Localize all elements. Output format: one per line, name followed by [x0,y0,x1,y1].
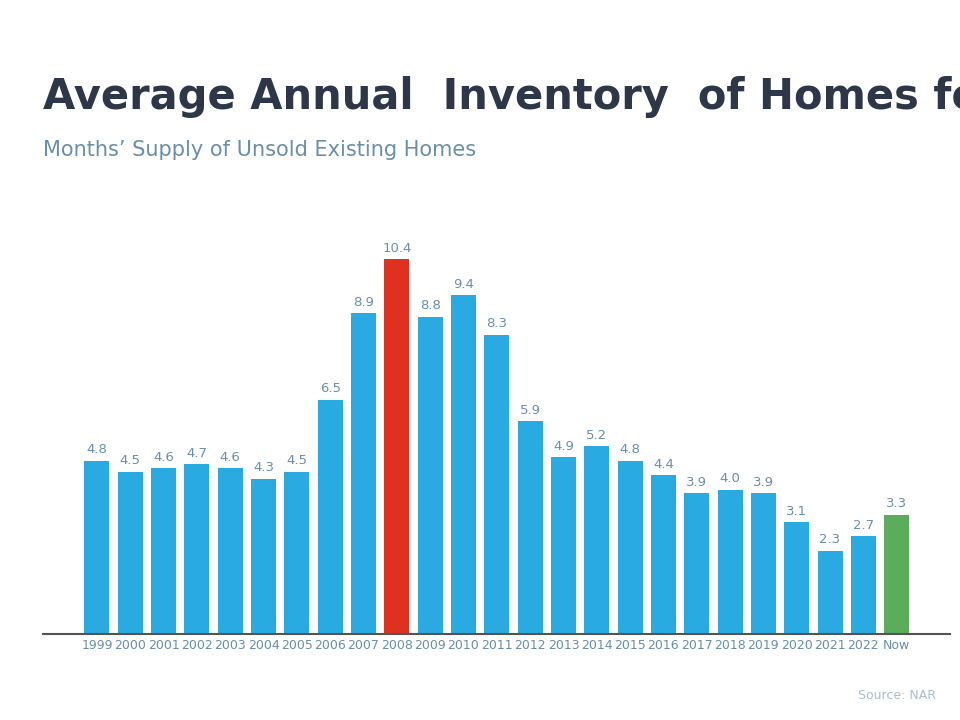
Bar [351,313,376,634]
Text: 4.7: 4.7 [186,447,207,460]
Text: Months’ Supply of Unsold Existing Homes: Months’ Supply of Unsold Existing Homes [43,140,476,161]
Bar [818,551,843,634]
Text: 4.8: 4.8 [86,444,108,456]
Text: 4.0: 4.0 [720,472,740,485]
Bar [218,468,243,634]
Bar [651,475,676,634]
Bar [684,493,709,634]
Bar [851,536,876,634]
Text: 3.3: 3.3 [886,498,907,510]
Text: 4.3: 4.3 [253,462,274,474]
Bar [484,335,510,634]
Bar [284,472,309,634]
Text: 5.9: 5.9 [519,404,540,417]
Text: 5.2: 5.2 [587,429,608,442]
Text: 2.3: 2.3 [820,534,841,546]
Text: 4.9: 4.9 [553,440,574,453]
Bar [717,490,742,634]
Text: 9.4: 9.4 [453,278,474,291]
Bar [118,472,143,634]
Text: 8.9: 8.9 [353,296,374,309]
Bar [418,317,443,634]
Text: 4.6: 4.6 [220,451,241,464]
Bar [151,468,176,634]
Text: 4.5: 4.5 [286,454,307,467]
Text: 4.6: 4.6 [154,451,174,464]
Text: 4.8: 4.8 [619,444,640,456]
Text: Source: NAR: Source: NAR [858,689,936,702]
Bar [551,457,576,634]
Text: 8.3: 8.3 [487,318,507,330]
Bar [884,515,909,634]
Bar [252,479,276,634]
Text: 4.5: 4.5 [120,454,141,467]
Text: 2.7: 2.7 [852,519,874,532]
Text: 3.1: 3.1 [786,505,807,518]
Text: 4.4: 4.4 [653,458,674,471]
Text: Average Annual  Inventory  of Homes for Sale: Average Annual Inventory of Homes for Sa… [43,76,960,117]
Text: 8.8: 8.8 [420,300,441,312]
Text: 10.4: 10.4 [382,242,412,255]
Bar [84,461,109,634]
Bar [617,461,642,634]
Bar [585,446,610,634]
Bar [751,493,776,634]
Bar [517,421,542,634]
Text: 3.9: 3.9 [753,476,774,489]
Text: 3.9: 3.9 [686,476,708,489]
Text: 6.5: 6.5 [320,382,341,395]
Bar [184,464,209,634]
Bar [384,259,409,634]
Bar [784,522,809,634]
Bar [451,295,476,634]
Bar [318,400,343,634]
